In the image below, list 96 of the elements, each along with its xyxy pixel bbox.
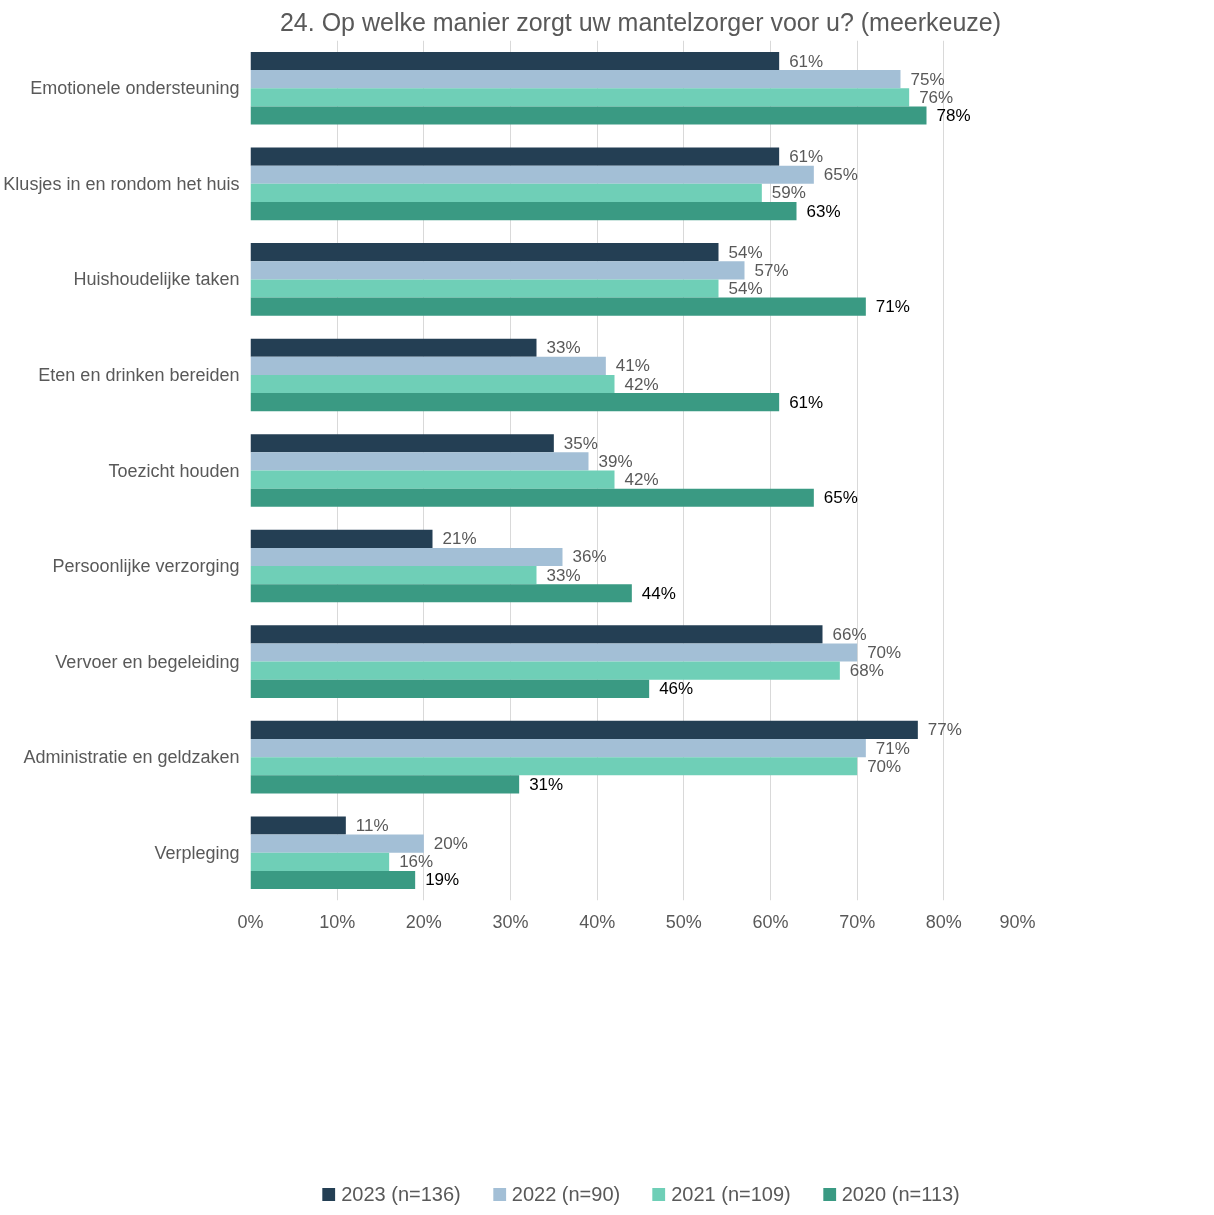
data-label: 59%: [771, 183, 806, 203]
data-label: 42%: [624, 470, 659, 490]
bar: [250, 243, 719, 262]
data-label: 71%: [875, 738, 910, 758]
x-tick-label: 0%: [237, 911, 264, 932]
data-label: 57%: [754, 260, 789, 280]
bar: [250, 870, 416, 890]
bar: [250, 816, 346, 835]
data-label: 76%: [919, 87, 954, 107]
bar: [250, 70, 901, 89]
bar: [250, 434, 554, 453]
bar: [250, 183, 762, 202]
y-tick-label: Toezicht houden: [108, 460, 240, 481]
data-label: 19%: [425, 870, 460, 890]
data-label: 11%: [355, 815, 389, 835]
bar: [250, 51, 780, 71]
bar: [250, 625, 823, 644]
data-label: 61%: [789, 147, 824, 167]
bar: [250, 643, 858, 662]
x-tick-label: 80%: [925, 911, 962, 932]
data-label: 66%: [832, 624, 867, 644]
data-label: 42%: [624, 374, 659, 394]
bar: [250, 106, 927, 125]
x-tick-label: 50%: [665, 911, 702, 932]
bar: [250, 584, 632, 603]
y-tick-label: Verpleging: [154, 842, 240, 863]
bar: [250, 720, 918, 740]
bar: [250, 566, 537, 585]
y-tick-label: Eten en drinken bereiden: [38, 364, 240, 385]
data-label: 71%: [875, 297, 910, 317]
y-tick-label: Huishoudelijke taken: [73, 269, 240, 290]
x-tick-label: 90%: [999, 911, 1036, 932]
data-label: 54%: [728, 242, 763, 262]
bar: [250, 261, 745, 280]
data-label: 54%: [728, 278, 763, 298]
data-label: 31%: [529, 774, 564, 794]
data-label: 44%: [641, 583, 676, 603]
x-tick-label: 60%: [752, 911, 789, 932]
data-label: 35%: [563, 433, 598, 453]
data-label: 33%: [546, 338, 581, 358]
data-label: 39%: [598, 451, 633, 471]
bar: [250, 679, 650, 698]
y-tick-label: Vervoer en begeleiding: [55, 651, 240, 672]
bar: [250, 356, 606, 375]
data-label: 63%: [806, 201, 841, 221]
data-label: 70%: [867, 643, 902, 663]
x-tick-label: 30%: [492, 911, 529, 932]
y-tick-label: Emotionele ondersteuning: [30, 78, 240, 99]
bar: [250, 393, 780, 412]
data-label: 65%: [823, 165, 858, 185]
y-tick-label: Klusjes in en rondom het huis: [3, 173, 240, 194]
legend-label: 2022 (n=90): [511, 1182, 621, 1206]
bar: [250, 88, 910, 107]
x-tick-label: 10%: [319, 911, 356, 932]
data-label: 20%: [433, 834, 468, 854]
data-label: 68%: [849, 661, 884, 681]
data-label: 61%: [789, 392, 824, 412]
data-label: 46%: [659, 679, 694, 699]
data-label: 21%: [442, 529, 477, 549]
bar: [250, 470, 615, 489]
data-label: 75%: [910, 69, 945, 89]
data-label: 65%: [823, 488, 858, 508]
data-label: 77%: [927, 720, 962, 740]
data-label: 36%: [572, 547, 607, 567]
data-label: 61%: [789, 51, 824, 71]
data-label: 33%: [546, 565, 581, 585]
legend-label: 2023 (n=136): [341, 1182, 461, 1206]
y-tick-label: Persoonlijke verzorging: [52, 556, 240, 577]
bar: [250, 279, 719, 298]
bar: [250, 452, 589, 471]
bar: [250, 201, 797, 221]
bar: [250, 834, 424, 853]
bar: [250, 529, 433, 548]
legend-label: 2020 (n=113): [841, 1182, 960, 1206]
legend-label: 2021 (n=109): [671, 1182, 791, 1206]
chart-title: 24. Op welke manier zorgt uw mantelzorger voor u? (meerkeuze): [279, 7, 1002, 36]
data-label: 78%: [936, 106, 971, 126]
bar: [250, 338, 537, 357]
bar: [250, 757, 858, 776]
bar: [250, 147, 780, 166]
bar: [250, 297, 866, 316]
x-tick-label: 70%: [839, 911, 876, 932]
bar: [250, 547, 563, 567]
data-label: 41%: [615, 356, 650, 376]
bar: [250, 852, 390, 871]
y-tick-label: Administratie en geldzaken: [23, 747, 240, 768]
bar: [250, 165, 814, 184]
bar: [250, 775, 520, 794]
data-label: 16%: [399, 852, 434, 872]
bar: [250, 739, 866, 758]
data-label: 70%: [867, 756, 902, 776]
bar: [250, 488, 814, 507]
x-tick-label: 20%: [405, 911, 442, 932]
bar: [250, 374, 615, 394]
bar: [250, 661, 840, 680]
x-tick-label: 40%: [579, 911, 616, 932]
